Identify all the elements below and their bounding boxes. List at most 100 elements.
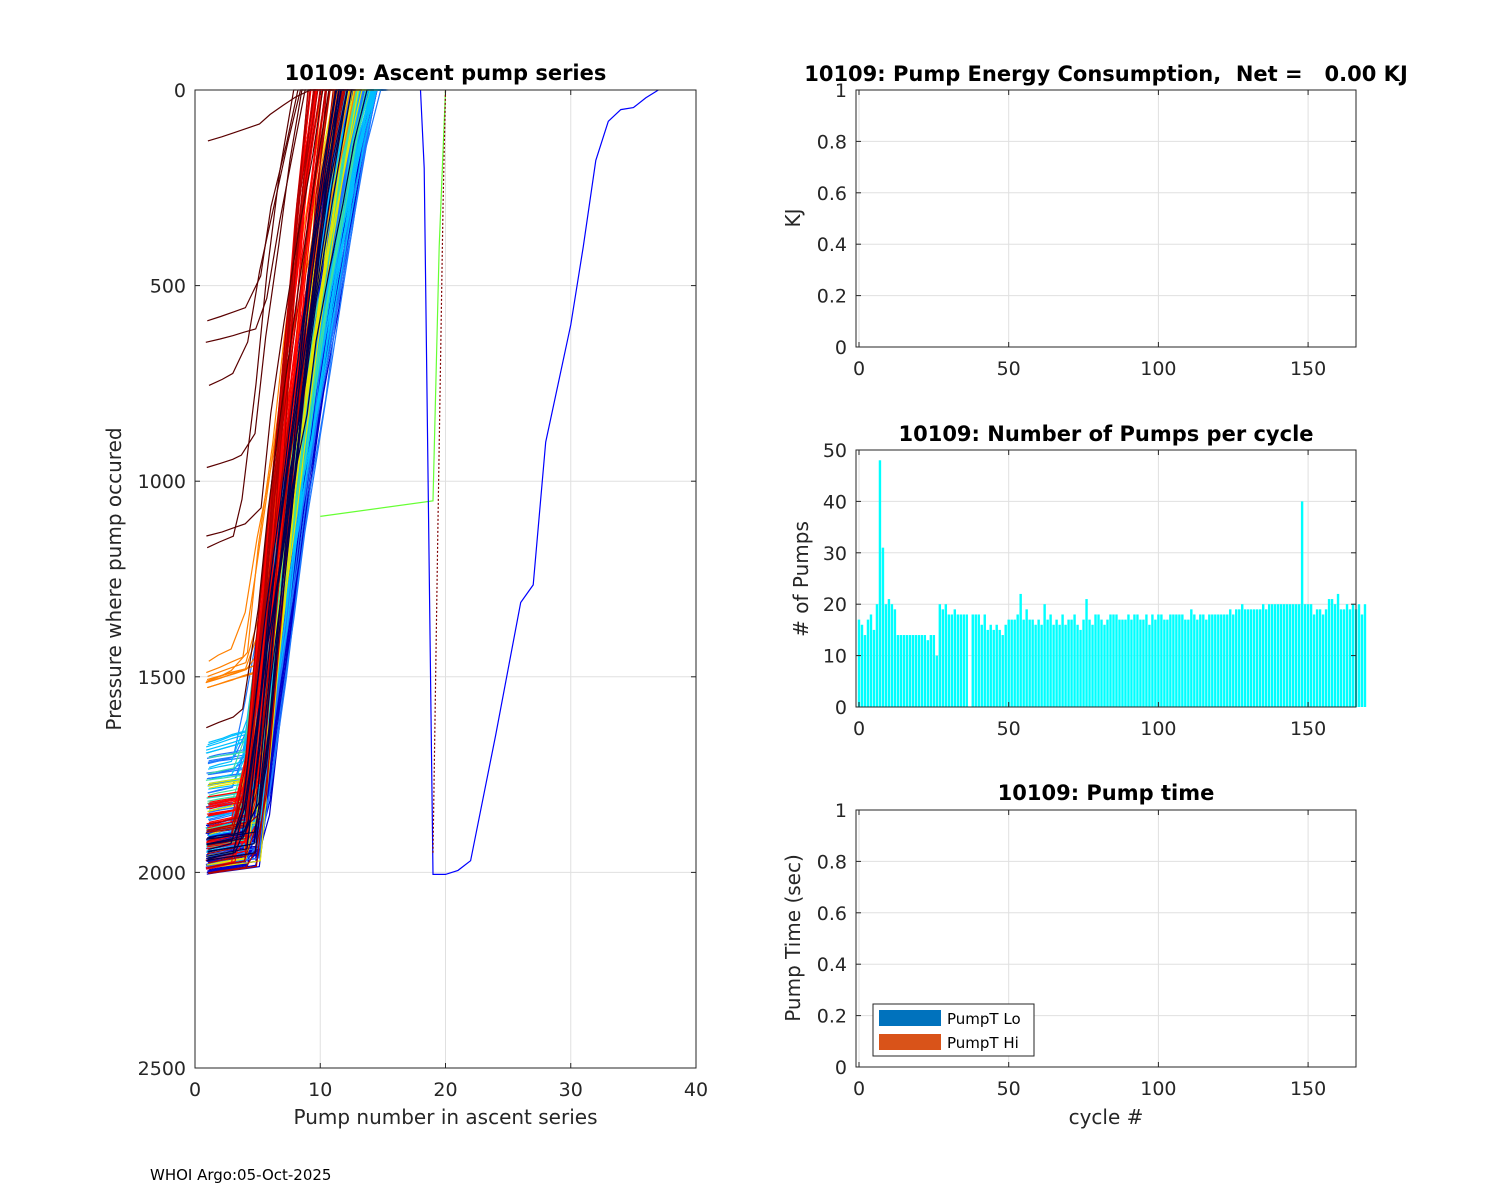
pumps-bar [1345,604,1349,707]
ascent-series-line [206,89,340,859]
pumps-bar [1363,604,1367,707]
pumps-bar [1115,614,1118,707]
pumps-bar [1276,604,1280,707]
pumps-bar [1333,604,1337,707]
pumps-bar [857,619,861,707]
pumps-bar [1315,609,1319,707]
pumps-per-cycle-chart: 0 50 100 150 0 10 20 30 40 50 10109: Number of Pu… [789,422,1367,740]
ascent-series-line [206,89,341,862]
pumps-ytick-label: 40 [823,491,847,513]
pumps-bar [1312,614,1316,707]
pumps-bar [1267,604,1271,707]
pumptime-xtick-label: 150 [1290,1078,1326,1100]
ascent-series-line [206,89,304,469]
ascent-series-group [205,89,659,876]
pumps-bars-group [857,460,1367,707]
ascent-series-line [206,89,297,549]
pumptime-ytick-label: 0.8 [817,851,847,873]
energy-xtick-label: 50 [997,358,1021,380]
pumps-bar [1007,619,1010,707]
pumps-bar [935,655,939,707]
pumps-xtick-label: 150 [1290,718,1326,740]
pumps-bar [1106,619,1109,707]
pumps-bar [1309,604,1313,707]
pumps-bar [1244,609,1247,707]
pumps-bar [1324,609,1328,707]
pumps-bar [863,635,867,707]
pumps-bar [1172,614,1175,707]
legend-label-lo: PumpT Lo [947,1010,1021,1028]
ascent-series-line [320,89,447,517]
pumps-bar [1034,624,1037,707]
energy-xtick-label: 100 [1140,358,1176,380]
pumps-bar [1190,609,1193,707]
pumps-ytick-label: 50 [823,440,847,462]
pumps-bar [1013,619,1016,707]
ascent-ytick-label: 2000 [138,862,186,884]
energy-ytick-label: 0.6 [817,183,847,205]
pumps-bar [1187,619,1190,707]
pumptime-ytick-label: 0 [835,1057,847,1079]
pumps-bar [1124,619,1127,707]
pumptime-xtick-label: 0 [853,1078,865,1100]
pumps-bar [986,629,989,707]
pumps-bar [1291,604,1295,707]
pumptime-xlabel: cycle # [1069,1105,1144,1129]
ascent-series-line [419,89,659,876]
pumps-bar [896,635,900,707]
pumps-bar [914,635,918,707]
ascent-series-line [206,89,334,729]
ascent-series-line [206,89,325,833]
pumps-bar [980,624,983,707]
pumps-bar [1025,609,1028,707]
pump-time-chart: 0 50 100 150 0 0.2 0.4 0.6 0.8 1 10109: Pump time… [781,781,1357,1129]
pumps-bar [1238,609,1241,707]
pumps-bar [1049,614,1052,707]
pumps-bar [1127,614,1130,707]
pumptime-ytick-label: 0.2 [817,1006,847,1028]
ascent-ytick-label: 500 [150,276,186,298]
pumps-bar [1250,609,1253,707]
pumps-bar [1223,614,1226,707]
energy-ytick-label: 0 [835,337,847,359]
pumps-bar [1232,614,1235,707]
pumps-bar [1085,599,1088,707]
pumps-bar [941,609,945,707]
pumps-bar [950,614,954,707]
ascent-series-line [432,89,447,853]
ascent-ytick-label: 2500 [138,1058,186,1080]
pumps-bar [866,619,870,707]
pumps-bar [878,460,882,707]
pumps-bar [1327,599,1331,707]
pumps-bar [1217,614,1220,707]
ascent-series-line [205,89,318,869]
ascent-xtick-label: 30 [559,1079,583,1101]
pumps-bar [983,614,986,707]
pumptime-legend: PumpT Lo PumpT Hi [872,1003,1035,1057]
ascent-series-line [206,89,332,537]
pumps-ytick-label: 10 [823,646,847,668]
pumps-bar [1094,614,1097,707]
pumps-bar [1070,619,1073,707]
ascent-series-line [205,89,316,343]
ascent-series-line [208,89,311,386]
pumps-bar [944,604,948,707]
pumps-bar [1256,609,1259,707]
ascent-ytick-label: 1000 [138,471,186,493]
pumps-bar [1273,604,1277,707]
ascent-xtick-label: 0 [189,1079,201,1101]
ascent-series-line [207,89,307,322]
pumps-bar [989,624,992,707]
pumps-bar [1103,624,1106,707]
ascent-xtick-label: 20 [433,1079,457,1101]
pumps-bar [920,635,924,707]
pumps-bar [1330,599,1334,707]
pumps-bar [1208,614,1211,707]
pumps-bar [911,635,915,707]
pumps-bar [872,629,876,707]
pumps-bar [1130,619,1133,707]
energy-ytick-label: 1 [835,80,847,102]
pumps-xtick-label: 100 [1140,718,1176,740]
legend-label-hi: PumpT Hi [947,1034,1019,1052]
pumps-bar [1097,614,1100,707]
